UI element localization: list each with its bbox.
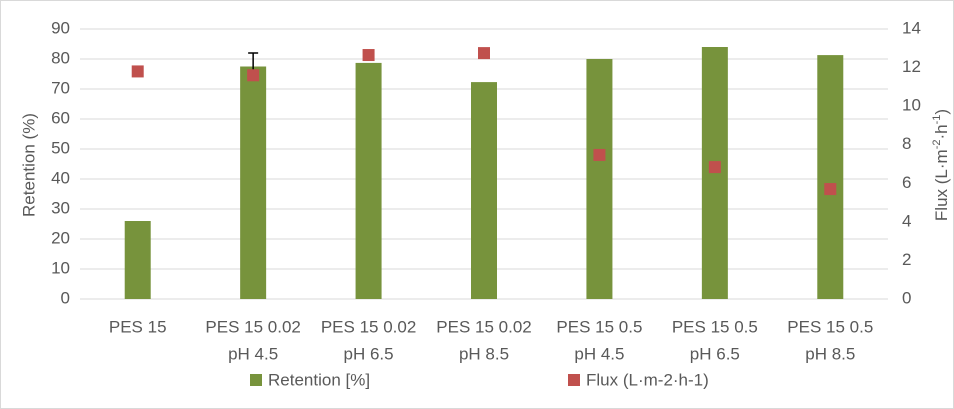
legend-label: Flux (L·m-2·h-1) [586, 370, 709, 389]
point [708, 161, 721, 174]
x-tick-label: pH 6.5 [690, 344, 740, 363]
bar [240, 66, 267, 299]
y-tick-label: 30 [51, 198, 70, 217]
point [824, 183, 837, 196]
point [131, 65, 144, 78]
y-tick-label: 60 [51, 108, 70, 127]
y-tick-label: 50 [51, 138, 70, 157]
x-tick-label: pH 4.5 [574, 344, 624, 363]
x-tick-label: PES 15 0.5 [787, 317, 873, 336]
y-tick-label: 0 [61, 288, 70, 307]
y-tick-label: 20 [51, 228, 70, 247]
x-tick-label: PES 15 0.02 [321, 317, 416, 336]
x-tick-label: pH 4.5 [228, 344, 278, 363]
x-tick-label: pH 8.5 [805, 344, 855, 363]
legend-label: Retention [%] [268, 370, 370, 389]
y2-axis-label: Flux (L·m-2·h-1) [931, 109, 952, 221]
x-tick-label: pH 8.5 [459, 344, 509, 363]
bar [124, 221, 151, 299]
bar [586, 59, 613, 299]
y2-tick-label: 4 [902, 211, 911, 230]
x-tick-label: PES 15 0.5 [672, 317, 758, 336]
y2-tick-label: 8 [902, 134, 911, 153]
x-tick-label: PES 15 [109, 317, 167, 336]
bar [817, 55, 844, 299]
y-axis-label: Retention (%) [19, 113, 38, 217]
y-tick-label: 40 [51, 168, 70, 187]
y-tick-label: 80 [51, 48, 70, 67]
y2-tick-label: 6 [902, 173, 911, 192]
x-tick-label: PES 15 0.02 [436, 317, 531, 336]
point [478, 47, 490, 60]
y2-tick-label: 0 [902, 288, 911, 307]
bar [471, 82, 497, 299]
x-tick-label: pH 6.5 [344, 344, 394, 363]
legend-swatch [250, 374, 262, 386]
point [593, 148, 606, 161]
bar [355, 62, 382, 300]
legend-swatch [568, 374, 580, 386]
y2-tick-label: 12 [902, 57, 921, 76]
x-tick-label: PES 15 0.5 [556, 317, 642, 336]
y-tick-label: 10 [51, 258, 70, 277]
y2-tick-label: 14 [902, 18, 921, 37]
y-tick-label: 70 [51, 78, 70, 97]
point [247, 69, 260, 82]
point [362, 49, 375, 62]
x-tick-label: PES 15 0.02 [205, 317, 300, 336]
y2-tick-label: 10 [902, 96, 921, 115]
y2-tick-label: 2 [902, 250, 911, 269]
y-tick-label: 90 [51, 18, 70, 37]
